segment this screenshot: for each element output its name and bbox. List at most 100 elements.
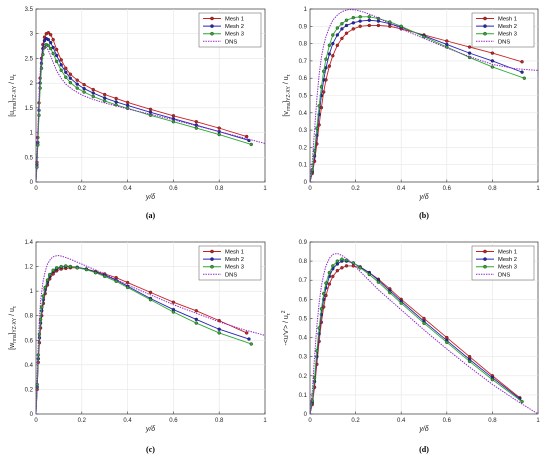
x-tick-label: 0 [34,418,38,424]
series-line-dns [309,252,539,415]
data-point [422,321,426,325]
data-point [245,134,249,139]
y-tick-label: 0.6 [299,76,308,82]
data-point [399,24,403,28]
x-tick-label: 0.8 [488,186,497,192]
data-point [46,31,51,35]
data-point [148,298,153,302]
data-point [445,39,449,43]
x-tick-label: 0.2 [351,418,360,424]
legend-label: Mesh 2 [225,257,244,263]
data-point [114,100,118,104]
data-point [331,54,335,58]
legend-label: Mesh 3 [225,265,244,271]
data-point [148,290,153,295]
y-tick-label: 1.5 [25,106,34,112]
data-point [103,274,107,279]
panel-caption: (b) [419,211,429,220]
data-point [59,63,63,67]
data-point [490,59,495,63]
y-tick-label: 0.8 [25,314,34,320]
y-tick-label: 1.4 [25,240,34,246]
data-point [520,70,524,74]
data-point [82,82,86,87]
data-point [75,86,79,90]
data-point [125,280,130,285]
data-point [331,33,335,37]
series-line-mesh-2 [309,260,521,415]
y-tick-label: 0 [30,180,34,186]
x-tick-label: 0.4 [123,186,132,192]
data-point [335,262,340,266]
data-point [48,272,52,277]
data-point [48,33,53,37]
legend-label: DNS [498,272,510,278]
data-point [344,23,349,28]
data-point [335,33,340,37]
data-point [217,327,221,331]
y-tick-label: 0.1 [299,163,308,169]
data-point [351,21,355,25]
y-tick-label: 0 [304,180,308,186]
legend-marker [483,24,487,28]
data-point [351,27,355,31]
y-tick-label: 0 [30,412,34,418]
data-point [114,96,118,101]
data-point [48,46,53,51]
y-tick-label: 0.2 [299,374,308,380]
y-axis-label: [vrms]YZ-XY / uτ [283,74,292,116]
x-tick-label: 0.2 [351,186,360,192]
y-tick-label: 0.8 [299,42,308,48]
legend-label: Mesh 1 [225,250,244,256]
data-point [340,266,344,270]
y-tick-label: 3.5 [25,7,34,13]
data-point [388,290,392,295]
data-point [171,120,176,124]
legend-label: Mesh 1 [498,250,517,256]
data-point [340,36,344,41]
data-point [54,47,59,52]
data-point [217,132,221,137]
chart-panel-3: 0 0.2 0.4 0.6 0.8 1 0 0.2 0.4 0.6 0.8 1 1.2 1.4 Mesh 1… [9,240,267,454]
data-point [75,82,79,86]
data-point [467,354,472,359]
data-point [520,399,524,404]
data-point [64,66,68,70]
data-point [40,305,44,309]
x-tick-label: 0.6 [443,418,452,424]
x-axis-label: y/δ [145,194,155,201]
data-point [315,349,319,353]
data-point [64,70,68,74]
panel-caption: (d) [419,445,429,454]
data-point [59,58,63,62]
data-point [68,72,73,76]
y-tick-label: 0.7 [299,278,308,284]
data-point [51,268,55,272]
data-point [64,264,68,268]
data-point [327,43,332,48]
y-tick-label: 0.2 [25,387,34,393]
legend-marker [483,31,487,36]
data-point [75,266,79,270]
data-point [422,316,426,321]
data-point [467,45,472,49]
data-point [324,281,328,285]
data-point [317,104,321,108]
legend-marker [483,257,487,261]
legend-marker [210,24,214,28]
data-point [344,31,349,35]
data-point [358,266,362,270]
legend-marker [210,264,214,269]
x-tick-label: 1 [536,418,540,424]
legend-marker [210,31,214,36]
x-tick-label: 0.6 [443,186,452,192]
data-point [68,80,73,85]
data-point [249,142,253,147]
y-tick-label: 0.4 [299,111,308,117]
y-tick-label: 1 [304,7,308,13]
legend-marker [483,16,487,21]
series-line-dns [309,9,539,183]
series-line-mesh-1 [309,265,521,415]
